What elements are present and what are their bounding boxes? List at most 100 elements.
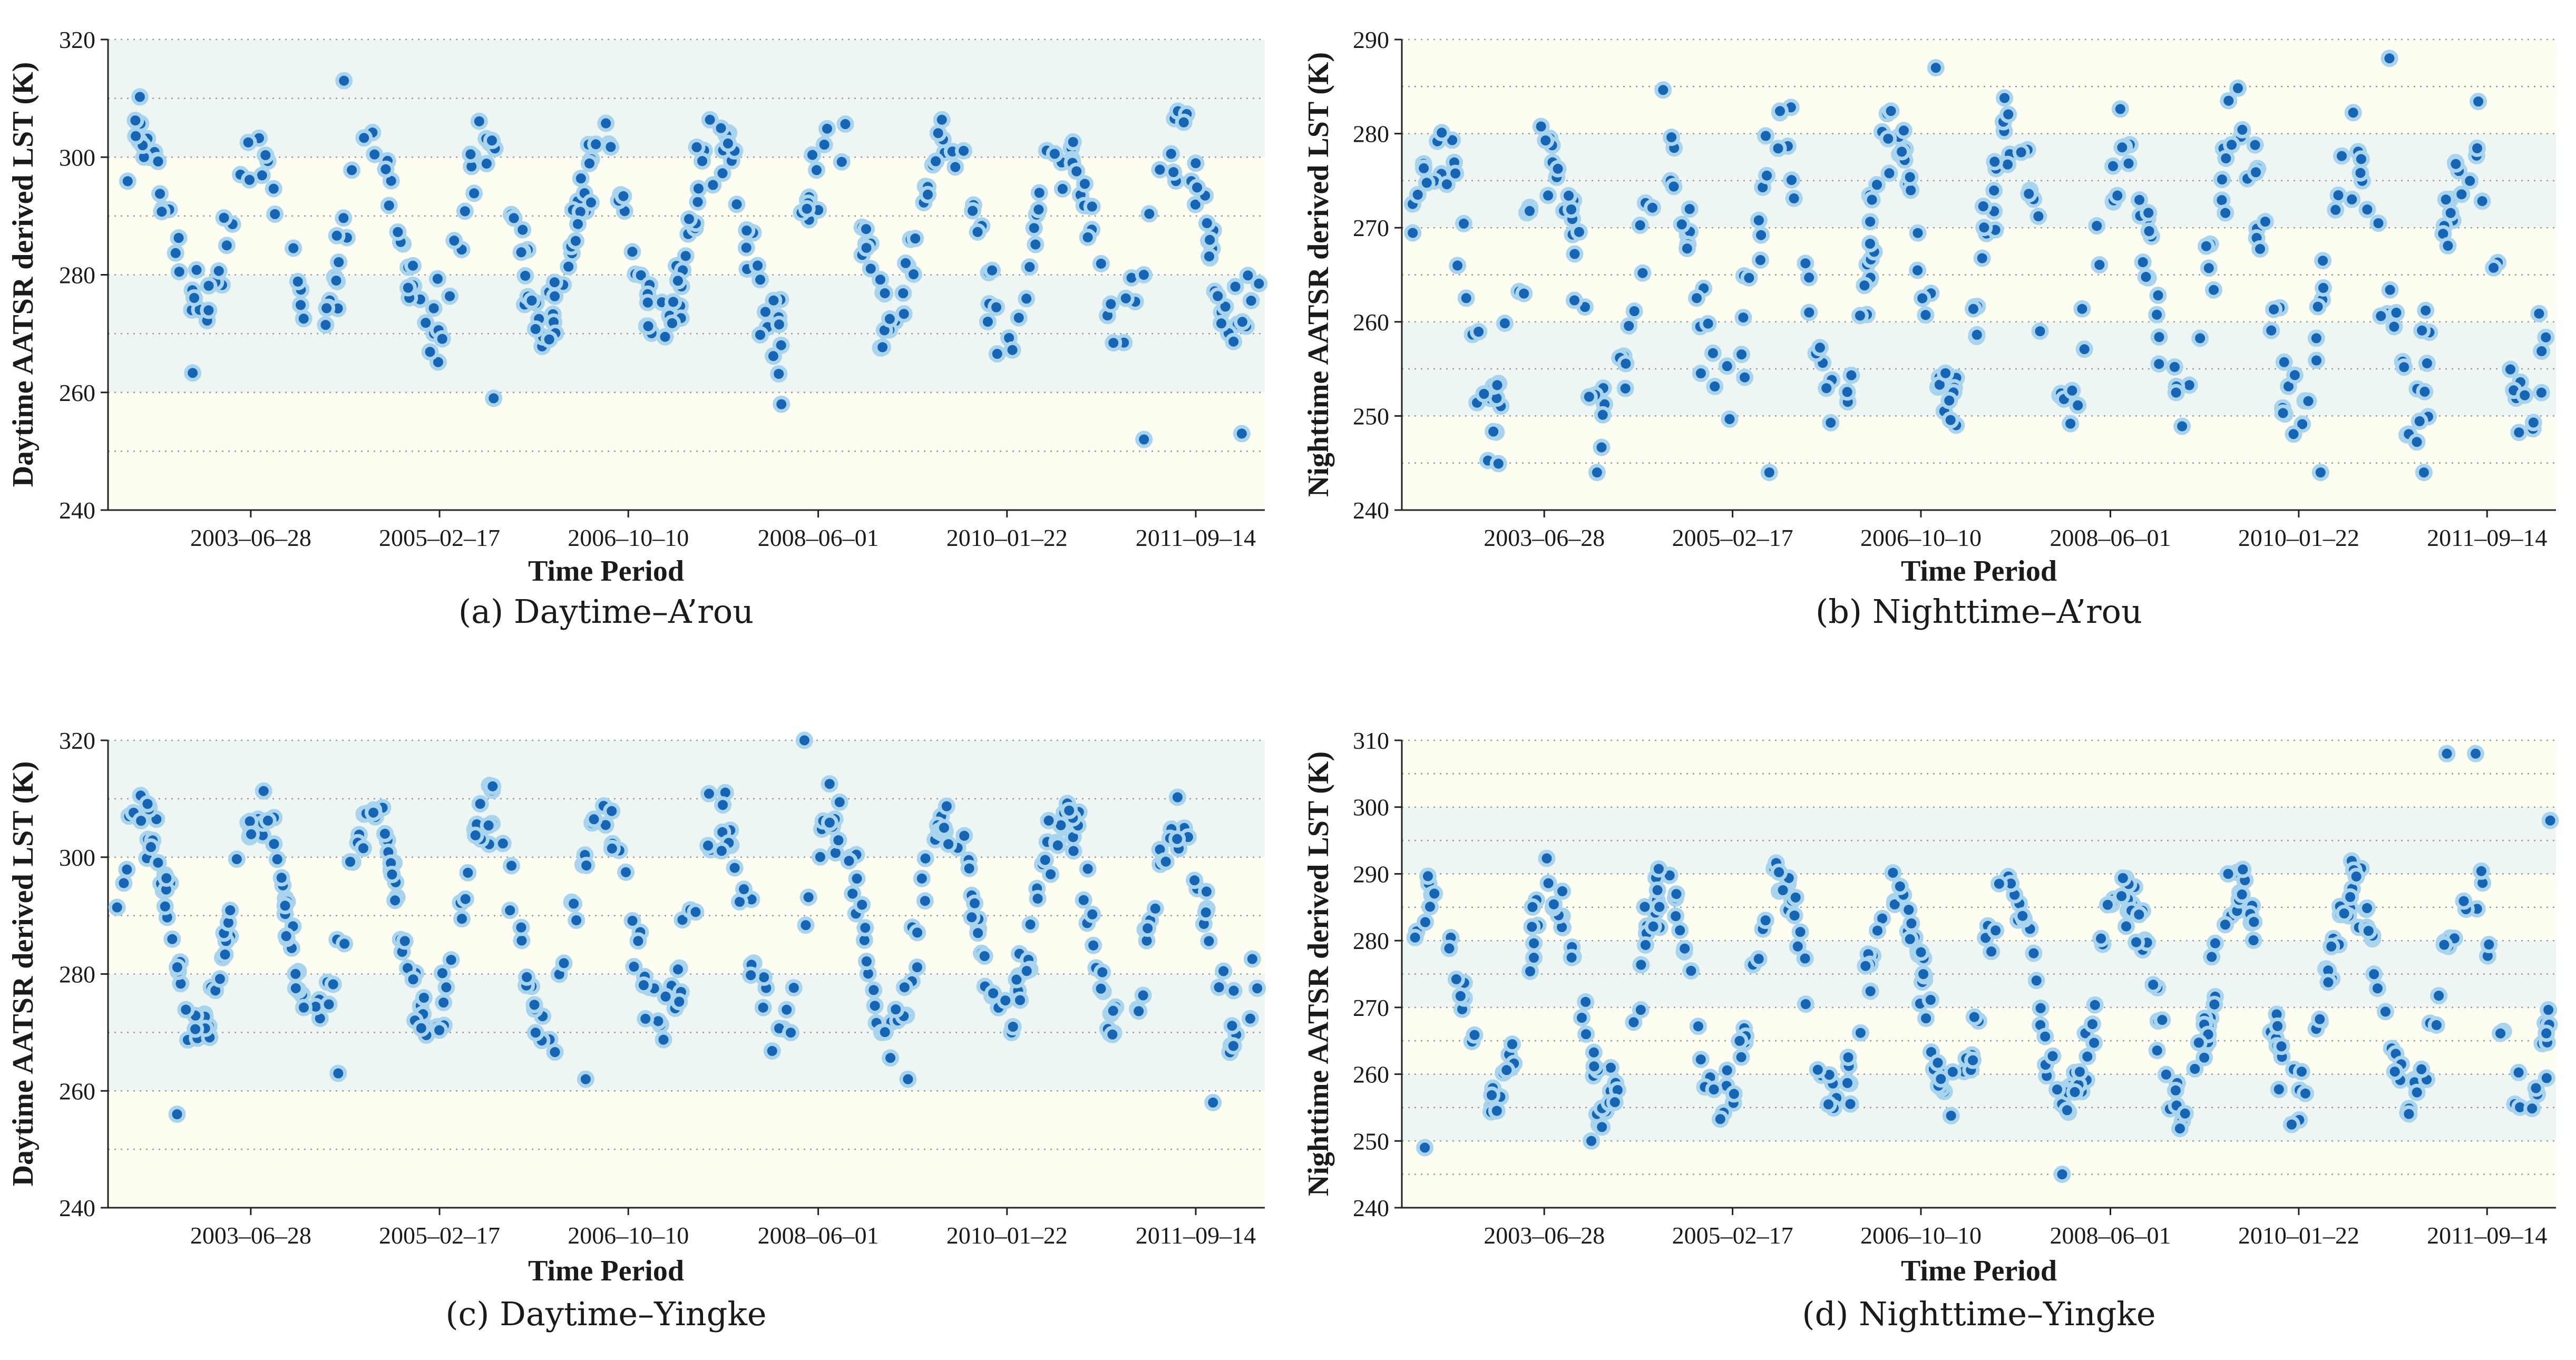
data-point bbox=[1869, 922, 1886, 940]
x-tick-label: 2008–06–01 bbox=[758, 524, 879, 551]
data-point bbox=[2532, 384, 2550, 402]
data-point bbox=[997, 992, 1014, 1010]
data-point bbox=[259, 811, 277, 829]
data-point bbox=[719, 134, 737, 152]
x-tick-label: 2005–02–17 bbox=[379, 1222, 500, 1249]
data-point bbox=[1725, 1085, 1743, 1103]
data-point bbox=[2282, 1116, 2300, 1133]
data-point bbox=[2140, 204, 2158, 222]
data-point bbox=[940, 835, 958, 853]
data-point bbox=[425, 299, 443, 317]
data-point bbox=[170, 229, 188, 247]
data-point bbox=[239, 133, 257, 151]
data-point bbox=[635, 976, 652, 994]
data-point bbox=[1186, 872, 1204, 889]
data-point bbox=[2245, 932, 2262, 949]
data-point bbox=[1644, 917, 1662, 935]
data-point bbox=[404, 971, 422, 989]
data-point bbox=[1861, 213, 1879, 231]
data-point bbox=[1011, 991, 1029, 1009]
data-point bbox=[485, 389, 503, 407]
data-point bbox=[908, 958, 926, 976]
data-point bbox=[2088, 217, 2106, 235]
data-point bbox=[797, 916, 815, 934]
y-tick-label: 300 bbox=[59, 844, 95, 871]
data-point bbox=[376, 825, 394, 843]
data-point bbox=[881, 310, 899, 328]
data-point bbox=[470, 112, 488, 130]
data-point bbox=[639, 317, 657, 335]
data-point bbox=[2031, 322, 2049, 340]
data-point bbox=[158, 869, 175, 887]
data-point bbox=[603, 839, 621, 857]
data-point bbox=[1585, 1058, 1603, 1075]
background-band bbox=[1402, 807, 2556, 841]
data-point bbox=[415, 989, 433, 1006]
data-point bbox=[2527, 1079, 2545, 1097]
data-point bbox=[1010, 309, 1028, 327]
data-point bbox=[1632, 956, 1650, 974]
data-point bbox=[540, 330, 558, 348]
data-point bbox=[2437, 191, 2455, 209]
data-point bbox=[1671, 922, 1689, 940]
data-point bbox=[1447, 970, 1465, 988]
data-point bbox=[919, 185, 936, 203]
data-point bbox=[966, 894, 983, 912]
data-point bbox=[546, 1043, 564, 1061]
y-tick-label: 290 bbox=[1353, 26, 1389, 53]
data-point bbox=[2079, 1048, 2096, 1065]
data-point bbox=[108, 898, 126, 916]
data-point bbox=[292, 296, 309, 314]
data-point bbox=[866, 997, 884, 1015]
data-point bbox=[665, 293, 682, 311]
data-point bbox=[756, 303, 774, 321]
panel-b: 240 250 260 270 280 290 2003–06–28 2005–02–17 20… bbox=[1302, 26, 2556, 631]
data-point bbox=[2217, 204, 2235, 222]
data-point bbox=[895, 979, 913, 996]
data-point bbox=[2537, 328, 2555, 346]
data-point bbox=[1757, 127, 1774, 145]
data-point bbox=[1964, 1051, 1982, 1069]
data-point bbox=[1440, 940, 1458, 957]
data-point bbox=[2319, 973, 2337, 991]
data-point bbox=[795, 731, 813, 749]
data-point bbox=[701, 111, 719, 129]
data-point bbox=[1577, 993, 1595, 1011]
data-point bbox=[1842, 366, 1860, 384]
x-tick-label: 2010–01–22 bbox=[2238, 524, 2359, 551]
data-point bbox=[1868, 176, 1886, 194]
data-point bbox=[938, 797, 955, 815]
data-point bbox=[1937, 364, 1955, 382]
background-band bbox=[1402, 1174, 2556, 1208]
data-point bbox=[2071, 1063, 2089, 1081]
y-tick-label: 320 bbox=[59, 727, 95, 754]
data-point bbox=[2113, 887, 2131, 905]
data-point bbox=[1060, 801, 1078, 819]
data-point bbox=[1990, 875, 2008, 893]
y-tick-label: 260 bbox=[59, 379, 95, 406]
data-point bbox=[241, 171, 258, 189]
data-point bbox=[988, 298, 1005, 316]
data-point bbox=[335, 72, 353, 90]
data-point bbox=[639, 293, 657, 311]
data-point bbox=[433, 964, 451, 982]
data-point bbox=[856, 919, 874, 937]
data-point bbox=[2269, 1017, 2287, 1035]
background-band bbox=[108, 740, 1265, 799]
background-band bbox=[108, 40, 1265, 99]
data-point bbox=[2149, 287, 2167, 304]
data-point bbox=[1046, 145, 1063, 163]
data-point bbox=[2128, 933, 2145, 951]
data-point bbox=[2430, 987, 2448, 1005]
data-point bbox=[118, 860, 136, 878]
data-point bbox=[329, 1064, 347, 1082]
data-point bbox=[1617, 355, 1635, 373]
data-point bbox=[433, 330, 451, 348]
data-point bbox=[526, 1024, 544, 1042]
data-point bbox=[1900, 901, 1918, 919]
data-point bbox=[1917, 1010, 1935, 1028]
data-point bbox=[2216, 916, 2234, 934]
data-point bbox=[1525, 934, 1543, 952]
data-point bbox=[2044, 1047, 2062, 1065]
data-point bbox=[2099, 896, 2116, 914]
